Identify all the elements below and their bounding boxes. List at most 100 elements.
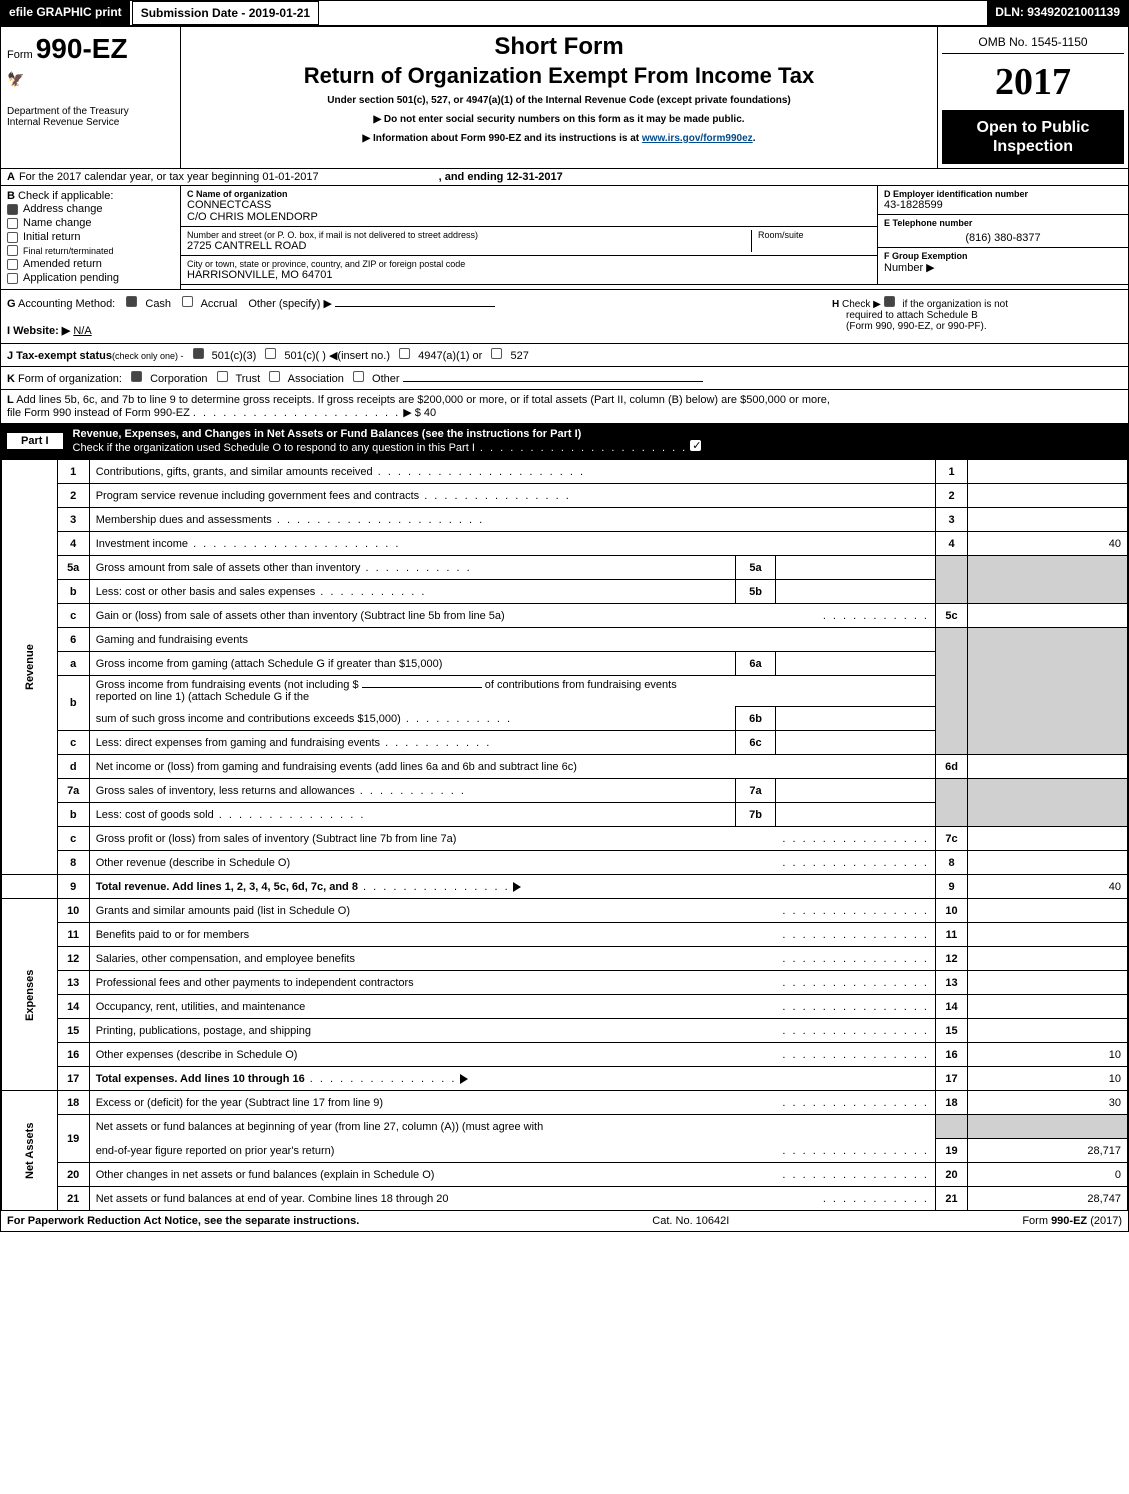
l17-val: 10 bbox=[968, 1067, 1128, 1091]
shade-7 bbox=[936, 779, 968, 827]
k-assoc-check[interactable] bbox=[269, 371, 280, 382]
form-page: efile GRAPHIC print Submission Date - 20… bbox=[0, 0, 1129, 1232]
l6b-blank[interactable] bbox=[362, 687, 482, 688]
l4-desc-text: Investment income bbox=[96, 538, 188, 550]
dots bbox=[355, 785, 466, 797]
l19-d2: end-of-year figure reported on prior yea… bbox=[96, 1145, 335, 1157]
l6b-d2: of contributions from fundraising events bbox=[485, 679, 677, 691]
website-value: N/A bbox=[73, 325, 91, 337]
chk-amended-return[interactable]: Amended return bbox=[7, 257, 174, 271]
l11-desc: Benefits paid to or for members bbox=[89, 923, 935, 947]
l18-desc-text: Excess or (deficit) for the year (Subtra… bbox=[96, 1097, 383, 1109]
l8-box: 8 bbox=[936, 851, 968, 875]
k-other-check[interactable] bbox=[353, 371, 364, 382]
g-other: Other (specify) ▶ bbox=[248, 298, 332, 310]
dots bbox=[782, 857, 929, 869]
chk-name-change[interactable]: Name change bbox=[7, 216, 174, 230]
l8-desc-text: Other revenue (describe in Schedule O) bbox=[96, 857, 290, 869]
l5b-sb: 5b bbox=[736, 580, 776, 604]
j-501c3-check[interactable] bbox=[193, 348, 204, 359]
chk-address-change[interactable]: Address change bbox=[7, 202, 174, 216]
dots bbox=[782, 1169, 929, 1181]
dln-label: DLN: 93492021001139 bbox=[987, 1, 1128, 25]
l7b-sb: 7b bbox=[736, 803, 776, 827]
chk-initial-return[interactable]: Initial return bbox=[7, 230, 174, 244]
efile-print-label: efile GRAPHIC print bbox=[1, 1, 130, 25]
l6c-desc: Less: direct expenses from gaming and fu… bbox=[89, 731, 735, 755]
l4-desc: Investment income bbox=[89, 532, 935, 556]
chk-label: Address change bbox=[23, 203, 103, 215]
line-7c: c Gross profit or (loss) from sales of i… bbox=[2, 827, 1128, 851]
c-name-row: C Name of organization CONNECTCASS C/O C… bbox=[181, 186, 877, 227]
j-527-check[interactable] bbox=[491, 348, 502, 359]
form-designation: Form 990-EZ 🦅 Department of the Treasury… bbox=[1, 27, 181, 168]
l16-box: 16 bbox=[936, 1043, 968, 1067]
dots bbox=[214, 809, 366, 821]
g-other-line[interactable] bbox=[335, 306, 495, 307]
l6-num: 6 bbox=[57, 628, 89, 652]
dots bbox=[272, 514, 484, 526]
k-other-line[interactable] bbox=[403, 381, 703, 382]
l7c-num: c bbox=[57, 827, 89, 851]
l1-num: 1 bbox=[57, 460, 89, 484]
chk-label: Initial return bbox=[23, 231, 80, 243]
l15-num: 15 bbox=[57, 1019, 89, 1043]
h-check[interactable] bbox=[884, 296, 895, 307]
l6d-num: d bbox=[57, 755, 89, 779]
l6b-sv bbox=[776, 707, 936, 731]
k-corp: Corporation bbox=[150, 373, 207, 385]
info-link[interactable]: www.irs.gov/form990ez bbox=[642, 133, 753, 144]
e-label: E Telephone number bbox=[884, 218, 1122, 228]
l16-num: 16 bbox=[57, 1043, 89, 1067]
row-k: K Form of organization: Corporation Trus… bbox=[1, 367, 1128, 390]
row-gh: G Accounting Method: Cash Accrual Other … bbox=[1, 290, 1128, 344]
line-6: 6 Gaming and fundraising events bbox=[2, 628, 1128, 652]
l17-desc-text: Total expenses. Add lines 10 through 16 bbox=[96, 1073, 305, 1085]
line-14: 14 Occupancy, rent, utilities, and maint… bbox=[2, 995, 1128, 1019]
f-label: F Group Exemption bbox=[884, 251, 1122, 261]
l20-num: 20 bbox=[57, 1163, 89, 1187]
l6b-desc1: Gross income from fundraising events (no… bbox=[89, 676, 935, 707]
l7a-sv bbox=[776, 779, 936, 803]
title-right: OMB No. 1545-1150 2017 Open to Public In… bbox=[938, 27, 1128, 168]
dots bbox=[823, 1193, 929, 1205]
l11-desc-text: Benefits paid to or for members bbox=[96, 929, 249, 941]
j-4947-check[interactable] bbox=[399, 348, 410, 359]
j-opt4: 527 bbox=[510, 350, 528, 362]
l18-desc: Excess or (deficit) for the year (Subtra… bbox=[89, 1091, 935, 1115]
form-prefix: Form bbox=[7, 49, 33, 61]
line-5c: c Gain or (loss) from sale of assets oth… bbox=[2, 604, 1128, 628]
org-name-1: CONNECTCASS bbox=[187, 199, 271, 211]
l5a-sv bbox=[776, 556, 936, 580]
part1-check[interactable]: ✓ bbox=[690, 440, 701, 451]
top-header: efile GRAPHIC print Submission Date - 20… bbox=[1, 1, 1128, 27]
dots bbox=[823, 610, 929, 622]
g-cash-check[interactable] bbox=[126, 296, 137, 307]
l6a-num: a bbox=[57, 652, 89, 676]
arrow-icon bbox=[513, 882, 521, 892]
j-501c-check[interactable] bbox=[265, 348, 276, 359]
l3-box: 3 bbox=[936, 508, 968, 532]
chk-app-pending[interactable]: Application pending bbox=[7, 271, 174, 285]
row-a-ending: , and ending 12-31-2017 bbox=[439, 171, 563, 183]
l19-box: 19 bbox=[936, 1139, 968, 1163]
line-21: 21 Net assets or fund balances at end of… bbox=[2, 1187, 1128, 1211]
l8-num: 8 bbox=[57, 851, 89, 875]
no-ssn-text: ▶ Do not enter social security numbers o… bbox=[187, 114, 931, 125]
org-city: HARRISONVILLE, MO 64701 bbox=[187, 269, 333, 281]
chk-label: Name change bbox=[23, 217, 92, 229]
k-trust-check[interactable] bbox=[217, 371, 228, 382]
l12-desc-text: Salaries, other compensation, and employ… bbox=[96, 953, 355, 965]
l10-desc: Grants and similar amounts paid (list in… bbox=[89, 899, 935, 923]
g-accrual-check[interactable] bbox=[182, 296, 193, 307]
part1-table: Revenue 1 Contributions, gifts, grants, … bbox=[1, 459, 1128, 1211]
eagle-icon: 🦅 bbox=[7, 71, 174, 88]
l9-num: 9 bbox=[57, 875, 89, 899]
department-label: Department of the Treasury Internal Reve… bbox=[7, 88, 174, 128]
shade-19v bbox=[968, 1115, 1128, 1139]
k-corp-check[interactable] bbox=[131, 371, 142, 382]
l21-box: 21 bbox=[936, 1187, 968, 1211]
dots bbox=[419, 490, 571, 502]
l16-desc-text: Other expenses (describe in Schedule O) bbox=[96, 1049, 298, 1061]
chk-final-return[interactable]: Final return/terminated bbox=[7, 244, 174, 257]
